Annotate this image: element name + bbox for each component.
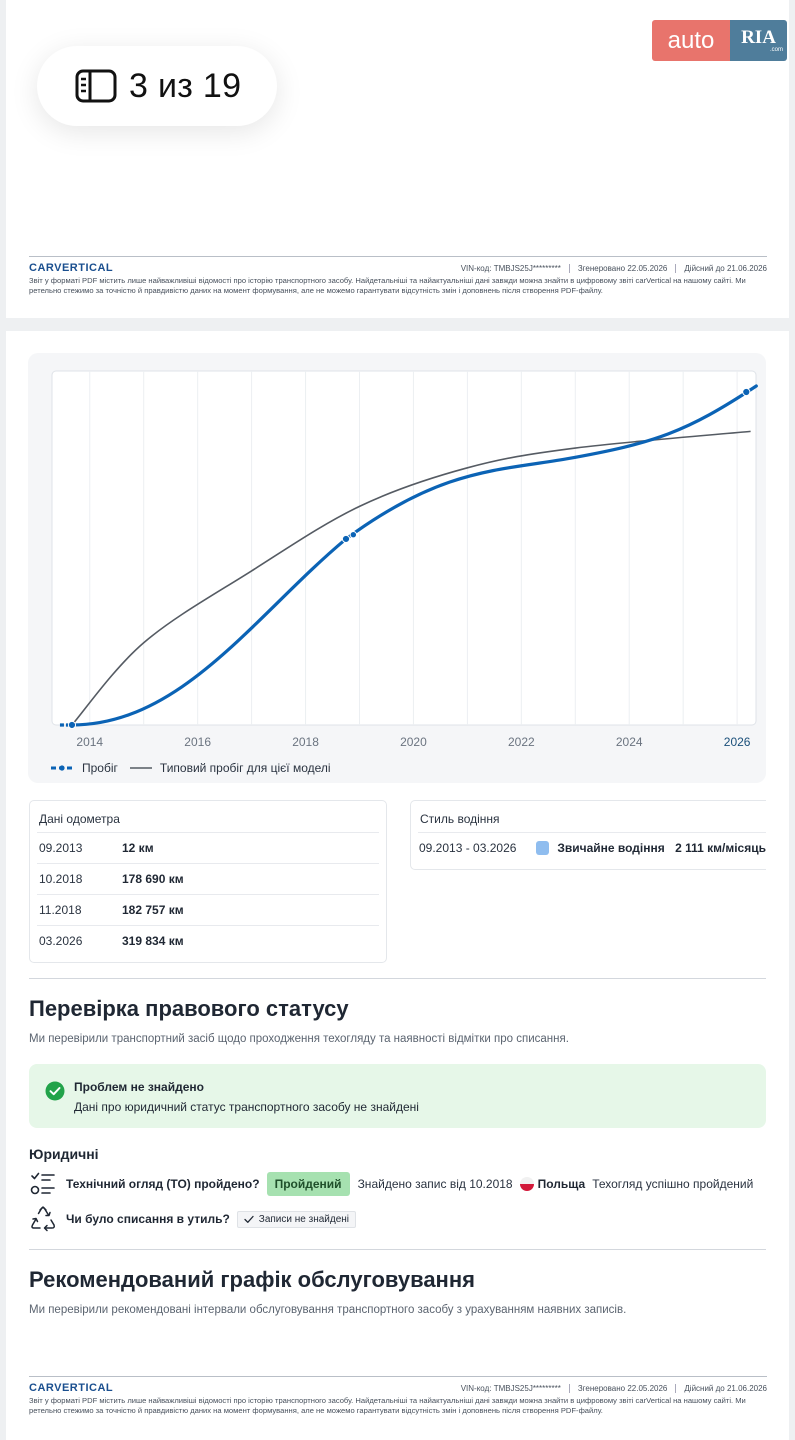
inspection-country: Польща bbox=[537, 1177, 586, 1191]
check-circle-icon bbox=[45, 1081, 65, 1101]
maintenance-title: Рекомендований графік обслуговування bbox=[29, 1267, 475, 1292]
carvertical-logo: CARVERTICAL bbox=[29, 262, 114, 274]
no-records-text: Записи не знайдені bbox=[258, 1213, 350, 1225]
recycle-icon bbox=[31, 1206, 55, 1232]
page-footer: CARVERTICAL VIN-код: TMBJS25J********* З… bbox=[29, 1376, 767, 1416]
x-tick-label: 2024 bbox=[616, 735, 643, 749]
pdf-page-main: 2014 2016 2018 2020 2022 2024 2026 Пробіг Типо… bbox=[6, 331, 789, 1440]
vin-code: VIN-код: TMBJS25J********* bbox=[460, 1383, 561, 1393]
inspection-found-text: Знайдено запис від 10.2018 bbox=[357, 1177, 513, 1191]
odometer-value: 182 757 км bbox=[122, 903, 184, 917]
x-tick-label: 2016 bbox=[184, 735, 211, 749]
data-point bbox=[742, 387, 751, 397]
sidebar-panel-icon bbox=[75, 69, 117, 103]
maintenance-subtitle: Ми перевірили рекомендовані інтервали об… bbox=[29, 1304, 627, 1316]
x-tick-label: 2026 bbox=[724, 735, 751, 749]
series-line-mileage bbox=[70, 384, 758, 727]
scrap-question: Чи було списання в утиль? bbox=[66, 1212, 230, 1226]
page-counter[interactable]: 3 из 19 bbox=[37, 46, 277, 126]
footer-disclaimer: Звіт у форматі PDF містить лише найважли… bbox=[29, 276, 746, 295]
data-point bbox=[67, 720, 77, 730]
data-point bbox=[341, 534, 351, 544]
carvertical-logo: CARVERTICAL bbox=[29, 1382, 114, 1394]
driving-style-row: 09.2013 - 03.2026 Звичайне водіння 2 111… bbox=[418, 832, 766, 863]
logo-com: .com bbox=[769, 47, 783, 53]
odometer-row: 09.2013 12 км bbox=[37, 832, 379, 863]
odometer-date: 03.2026 bbox=[39, 934, 83, 948]
driving-style-period: 09.2013 - 03.2026 bbox=[419, 841, 517, 855]
status-title: Проблем не знайдено bbox=[74, 1080, 204, 1094]
driving-style-title: Стиль водіння bbox=[420, 812, 500, 826]
odometer-date: 10.2018 bbox=[39, 872, 83, 886]
autoria-logo[interactable]: auto RIA .com bbox=[652, 20, 787, 61]
logo-ria: RIA bbox=[741, 27, 776, 48]
series-line-typical bbox=[71, 430, 751, 726]
driving-style-km: 2 111 км/місяць bbox=[675, 841, 766, 855]
logo-ria-text: RIA .com bbox=[730, 20, 787, 61]
vin-code: VIN-код: TMBJS25J********* bbox=[460, 263, 561, 273]
legal-heading: Юридичні bbox=[29, 1146, 99, 1162]
valid-until: Дійсний до 21.06.2026 bbox=[684, 1383, 767, 1393]
inspection-question: Технічний огляд (ТО) пройдено? bbox=[66, 1177, 260, 1191]
status-text: Дані про юридичний статус транспортного … bbox=[74, 1100, 419, 1114]
page-counter-text: 3 из 19 bbox=[129, 66, 242, 105]
odometer-value: 178 690 км bbox=[122, 872, 184, 886]
inspection-result: Техогляд успішно пройдений bbox=[592, 1177, 754, 1191]
driving-style-card: Стиль водіння 09.2013 - 03.2026 Звичайне… bbox=[410, 800, 766, 870]
valid-until: Дійсний до 21.06.2026 bbox=[684, 263, 767, 273]
driving-style-swatch bbox=[535, 841, 550, 855]
inspection-row: Технічний огляд (ТО) пройдено? Пройдений… bbox=[29, 1170, 753, 1198]
driving-style-type: Звичайне водіння bbox=[557, 841, 665, 855]
odometer-card: Дані одометра 09.2013 12 км 10.2018 178 … bbox=[29, 800, 387, 963]
poland-flag-icon bbox=[519, 1177, 534, 1191]
odometer-date: 09.2013 bbox=[39, 841, 83, 855]
mileage-chart-svg: 2014 2016 2018 2020 2022 2024 2026 bbox=[51, 370, 758, 749]
x-tick-label: 2020 bbox=[400, 735, 427, 749]
generated-date: Згенеровано 22.05.2026 bbox=[577, 263, 668, 273]
legend-label-typical: Типовий пробіг для цієї моделі bbox=[159, 761, 331, 775]
legend-line-icon bbox=[129, 767, 152, 769]
odometer-title: Дані одометра bbox=[39, 812, 120, 826]
logo-auto-text: auto bbox=[652, 20, 730, 61]
footer-meta: VIN-код: TMBJS25J********* Згенеровано 2… bbox=[460, 263, 767, 273]
scrap-row: Чи було списання в утиль? Записи не знай… bbox=[29, 1205, 357, 1233]
plot-area bbox=[51, 370, 757, 726]
odometer-date: 11.2018 bbox=[39, 903, 82, 917]
footer-meta: VIN-код: TMBJS25J********* Згенеровано 2… bbox=[460, 1383, 767, 1393]
data-point bbox=[349, 531, 358, 539]
odometer-row: 10.2018 178 690 км bbox=[37, 863, 379, 894]
no-records-badge: Записи не знайдені bbox=[236, 1210, 357, 1228]
legend-label-mileage: Пробіг bbox=[82, 761, 118, 775]
generated-date: Згенеровано 22.05.2026 bbox=[577, 1383, 668, 1393]
footer-disclaimer: Звіт у форматі PDF містить лише найважли… bbox=[29, 1396, 746, 1415]
mileage-chart: 2014 2016 2018 2020 2022 2024 2026 Пробіг Типо… bbox=[28, 353, 766, 783]
x-tick-label: 2022 bbox=[508, 735, 535, 749]
legend-dashed-dot-icon bbox=[51, 765, 73, 771]
x-tick-label: 2018 bbox=[292, 735, 319, 749]
chart-legend: Пробіг Типовий пробіг для цієї моделі bbox=[50, 761, 343, 775]
legal-status-title: Перевірка правового статусу bbox=[29, 996, 349, 1021]
odometer-row: 03.2026 319 834 км bbox=[37, 925, 379, 956]
checkmark-icon bbox=[244, 1215, 254, 1223]
page-footer: CARVERTICAL VIN-код: TMBJS25J********* З… bbox=[29, 256, 767, 296]
legend-item-mileage: Пробіг bbox=[50, 761, 118, 775]
odometer-row: 11.2018 182 757 км bbox=[37, 894, 379, 925]
odometer-value: 12 км bbox=[122, 841, 154, 855]
x-tick-label: 2014 bbox=[76, 735, 103, 749]
status-box: Проблем не знайдено Дані про юридичний с… bbox=[29, 1064, 766, 1128]
checklist-icon bbox=[30, 1172, 55, 1195]
section-divider bbox=[29, 1249, 766, 1250]
inspection-passed-badge: Пройдений bbox=[266, 1172, 350, 1196]
legend-item-typical: Типовий пробіг для цієї моделі bbox=[129, 761, 331, 775]
odometer-value: 319 834 км bbox=[122, 934, 184, 948]
legal-status-subtitle: Ми перевірили транспортний засіб щодо пр… bbox=[29, 1033, 569, 1045]
section-divider bbox=[29, 978, 766, 979]
